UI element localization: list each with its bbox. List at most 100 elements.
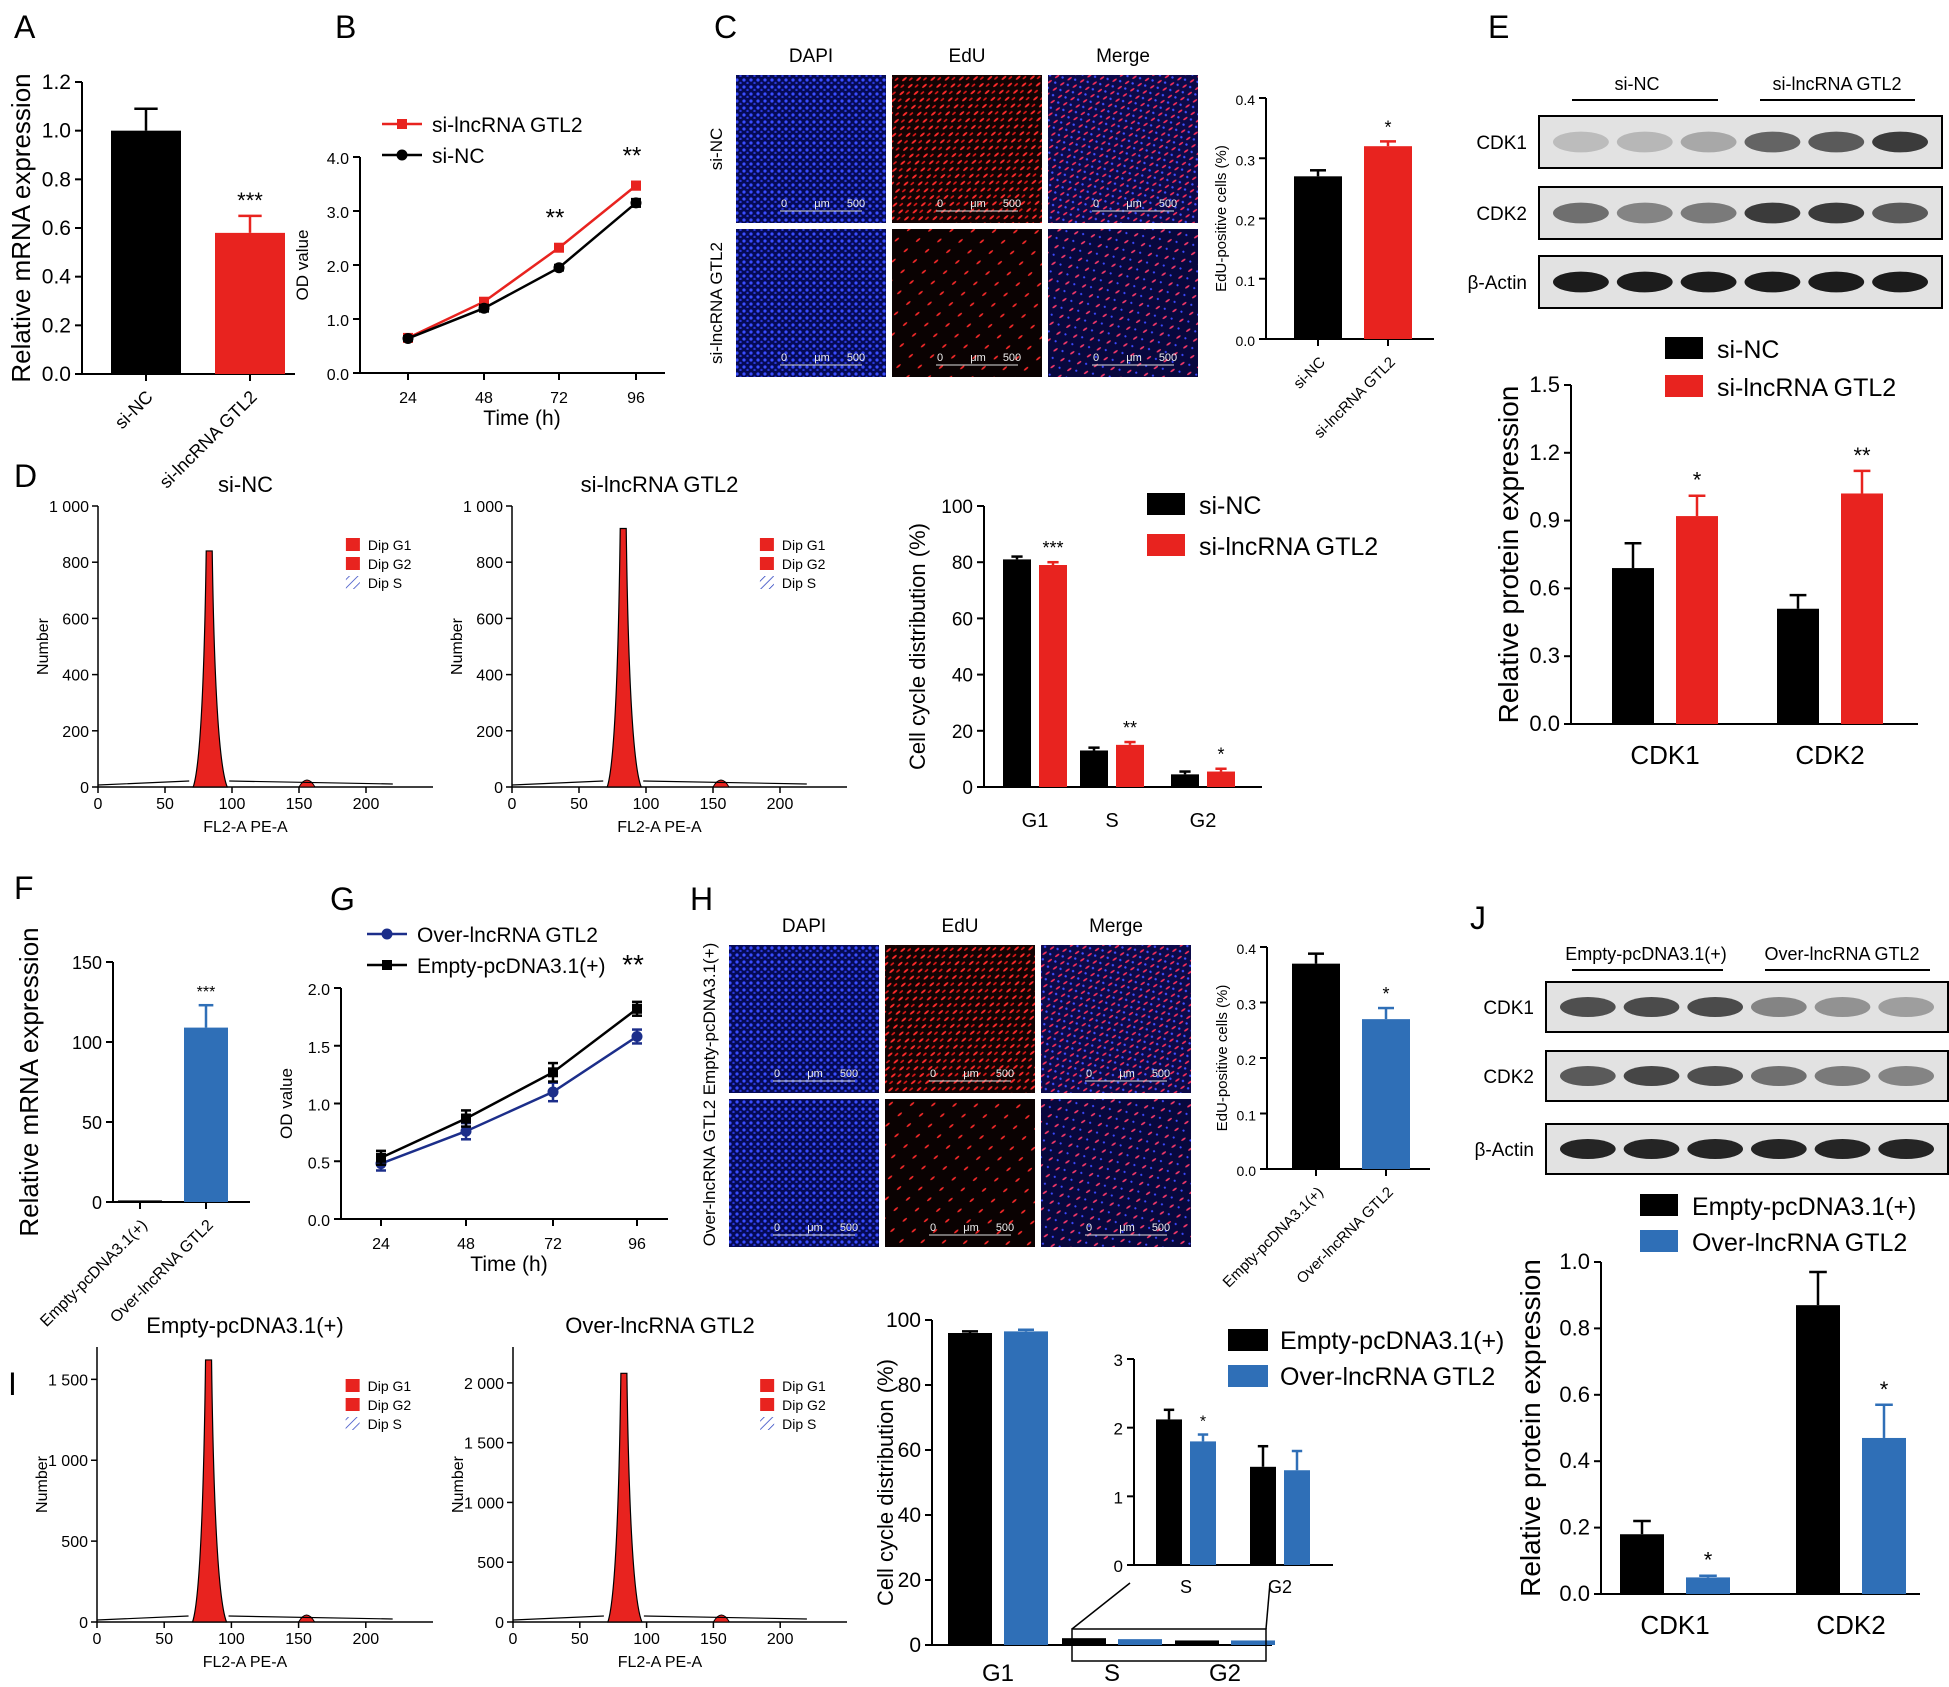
- x-tick-label: si-NC: [111, 387, 157, 433]
- g1-peak: [192, 550, 229, 788]
- blot-band: [1808, 131, 1865, 153]
- significance-mark: **: [622, 949, 644, 980]
- data-point: [630, 197, 642, 209]
- chart-h-micro: DAPI EdU Merge Empty-pcDNA3.1(+) 0 μm 500 0 μm 50…: [700, 916, 1191, 1247]
- flow-d2: si-lncRNA GTL2 0 200 400 600 800 1 000 0 50 100 15…: [449, 472, 847, 836]
- legend-label: Over-lncRNA GTL2: [1280, 1363, 1495, 1391]
- legend-swatch: [760, 1379, 775, 1392]
- x-axis-label: Time (h): [470, 1253, 547, 1276]
- y-tick-label: 2 000: [464, 1376, 504, 1393]
- row-label: Over-lncRNA GTL2: [700, 1100, 719, 1246]
- y-tick-label: 600: [476, 611, 503, 628]
- scale-unit: μm: [814, 352, 830, 364]
- scale-value: 500: [847, 198, 865, 210]
- y-tick-label: 0.0: [42, 363, 71, 386]
- y-tick-label: 0.8: [42, 168, 71, 191]
- micrograph: [736, 229, 886, 377]
- g2-peak: [298, 779, 316, 788]
- x-tick-label: G1: [1022, 810, 1049, 832]
- g1-peak: [191, 1359, 228, 1623]
- significance-mark: *: [1704, 1548, 1713, 1573]
- scale-unit: μm: [970, 198, 986, 210]
- x-tick-label: 50: [570, 796, 588, 813]
- zoom-line: [1265, 1582, 1271, 1630]
- y-axis-label: Number: [449, 617, 466, 675]
- scale-value: 500: [1003, 198, 1021, 210]
- significance-mark: *: [1384, 117, 1391, 137]
- y-axis-label: Relative protein expression: [1493, 386, 1524, 724]
- x-tick-label: si-NC: [1290, 354, 1329, 393]
- legend-label: Dip G2: [782, 1397, 826, 1413]
- y-axis-label: Number: [34, 1455, 51, 1513]
- y-tick-label: 0.8: [1559, 1315, 1590, 1340]
- histogram-title: Over-lncRNA GTL2: [565, 1313, 755, 1338]
- legend-label: Dip G1: [782, 537, 826, 553]
- y-tick-label: 1 500: [48, 1372, 88, 1389]
- blot-band: [1616, 271, 1673, 293]
- blot-band: [1872, 202, 1929, 224]
- y-tick-label: 0.0: [1529, 711, 1560, 736]
- significance-mark: ***: [197, 984, 216, 1001]
- blot-band: [1680, 202, 1737, 224]
- blot-band: [1808, 202, 1865, 224]
- legend-label: si-lncRNA GTL2: [1199, 533, 1378, 561]
- y-tick-label: 0: [92, 1193, 102, 1213]
- significance-mark: *: [1880, 1377, 1889, 1402]
- legend-label: si-NC: [432, 145, 485, 168]
- histogram-trace: [96, 1615, 393, 1621]
- data-point: [478, 302, 490, 314]
- significance-mark: **: [1853, 443, 1871, 468]
- scale-unit: μm: [1119, 1222, 1135, 1234]
- bar: [1003, 559, 1031, 787]
- x-tick-label: 0: [94, 796, 103, 813]
- y-axis-label: OD value: [293, 230, 312, 301]
- y-tick-label: 60: [898, 1439, 921, 1462]
- scale-value: 500: [1159, 352, 1177, 364]
- histogram-trace: [97, 780, 393, 786]
- legend-label: Dip G1: [368, 1378, 412, 1394]
- bar: [1062, 1638, 1106, 1645]
- y-tick-label: 1.0: [308, 1098, 330, 1115]
- y-tick-label: 0.0: [308, 1213, 330, 1230]
- y-tick-label: 200: [62, 724, 89, 741]
- row-label: si-lncRNA GTL2: [707, 242, 726, 364]
- y-tick-label: 4.0: [327, 151, 349, 168]
- column-label: Merge: [1089, 916, 1143, 937]
- y-tick-label: 100: [886, 1309, 921, 1332]
- x-tick-label: 96: [628, 1236, 646, 1253]
- y-tick-label: 800: [476, 555, 503, 572]
- blot-band: [1553, 202, 1609, 224]
- chart-g: 0.0 0.5 1.0 1.5 2.0 24 48 72 96 Over-lncRNA GTL2 E…: [277, 924, 668, 1276]
- bar: [1620, 1534, 1664, 1594]
- column-label: EdU: [942, 916, 979, 937]
- y-tick-label: 1 000: [49, 499, 89, 516]
- legend-label: Over-lncRNA GTL2: [417, 924, 598, 947]
- blot-band: [1687, 997, 1743, 1017]
- y-tick-label: 0: [1114, 1557, 1123, 1576]
- y-tick-label: 1 000: [463, 499, 503, 516]
- scale-unit: μm: [963, 1068, 979, 1080]
- column-label: DAPI: [789, 46, 833, 67]
- blot-band: [1744, 131, 1801, 153]
- x-tick-label: CDK2: [1795, 740, 1864, 770]
- legend-swatch: [1228, 1365, 1268, 1387]
- scale-value: 500: [1152, 1068, 1170, 1080]
- legend-label: Dip G1: [368, 537, 412, 553]
- y-tick-label: 400: [62, 668, 89, 685]
- y-tick-label: 0.1: [1237, 1108, 1257, 1124]
- blot-band: [1814, 1066, 1871, 1086]
- scale-zero: 0: [930, 1222, 936, 1234]
- chart-e: 0.0 0.3 0.6 0.9 1.2 1.5 * CDK1 ** CDK2 Relative pr…: [1493, 336, 1918, 770]
- x-tick-label: 48: [457, 1236, 475, 1253]
- y-tick-label: 1.5: [1529, 372, 1560, 397]
- x-tick-label: 150: [286, 796, 313, 813]
- y-tick-label: 200: [476, 724, 503, 741]
- flow-i2: Over-lncRNA GTL2 0 500 1 000 1 500 2 000 0 50 10…: [450, 1313, 847, 1671]
- micrograph: [885, 1099, 1035, 1247]
- significance-mark: ***: [237, 188, 263, 213]
- x-tick-label: 200: [767, 1631, 794, 1648]
- legend-label: Dip G1: [782, 1378, 826, 1394]
- x-tick-label: 100: [633, 1631, 660, 1648]
- y-tick-label: 40: [952, 666, 973, 687]
